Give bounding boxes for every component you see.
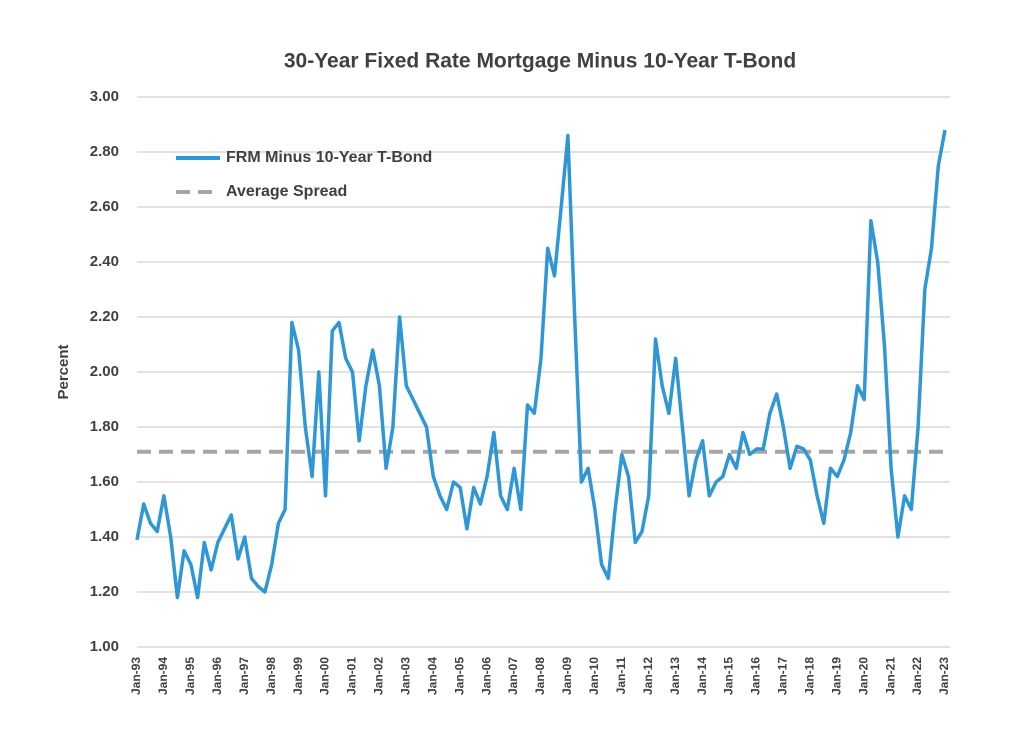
data-line [135,129,947,600]
x-tick-label: Jan-10 [587,657,601,695]
x-tick-label: Jan-02 [372,657,386,695]
x-tick-label: Jan-96 [210,657,224,695]
x-tick-label: Jan-95 [183,657,197,695]
x-tick-label: Jan-99 [291,657,305,695]
y-tick-label: 1.80 [90,418,119,435]
x-tick-label: Jan-13 [668,657,682,695]
x-tick-label: Jan-98 [264,657,278,695]
x-tick-label: Jan-07 [506,657,520,695]
x-tick-label: Jan-19 [829,657,843,695]
x-tick-label: Jan-17 [776,657,790,695]
legend-label: Average Spread [226,183,347,200]
x-tick-label: Jan-05 [452,657,466,695]
x-tick-label: Jan-11 [614,657,628,695]
x-tick-label: Jan-08 [533,657,547,695]
x-tick-label: Jan-21 [883,657,897,695]
y-tick-label: 2.60 [90,198,119,215]
x-tick-label: Jan-20 [856,657,870,695]
x-tick-label: Jan-12 [641,657,655,695]
x-tick-label: Jan-01 [345,657,359,695]
x-tick-label: Jan-09 [560,657,574,695]
y-tick-label: 1.00 [90,638,119,655]
x-tick-label: Jan-97 [237,657,251,695]
x-tick-label: Jan-00 [318,657,332,695]
y-axis-label: Percent [55,344,72,399]
y-tick-label: 1.60 [90,473,119,490]
x-tick-label: Jan-06 [479,657,493,695]
x-tick-label: Jan-94 [156,657,170,695]
x-tick-label: Jan-04 [425,657,439,695]
y-tick-label: 2.00 [90,363,119,380]
y-tick-label: 1.20 [90,583,119,600]
x-tick-label: Jan-18 [803,657,817,695]
x-tick-label: Jan-15 [722,657,736,695]
x-tick-label: Jan-22 [910,657,924,695]
x-tick-label: Jan-23 [937,657,951,695]
y-tick-label: 2.80 [90,143,119,160]
y-tick-label: 3.00 [90,88,119,105]
x-tick-label: Jan-14 [695,657,709,695]
chart-title: 30-Year Fixed Rate Mortgage Minus 10-Yea… [284,50,796,73]
y-tick-label: 2.40 [90,253,119,270]
y-tick-label: 1.40 [90,528,119,545]
x-tick-label: Jan-03 [399,657,413,695]
x-tick-label: Jan-93 [129,657,143,695]
y-tick-label: 2.20 [90,308,119,325]
x-tick-label: Jan-16 [749,657,763,695]
legend-label: FRM Minus 10-Year T-Bond [226,149,432,166]
